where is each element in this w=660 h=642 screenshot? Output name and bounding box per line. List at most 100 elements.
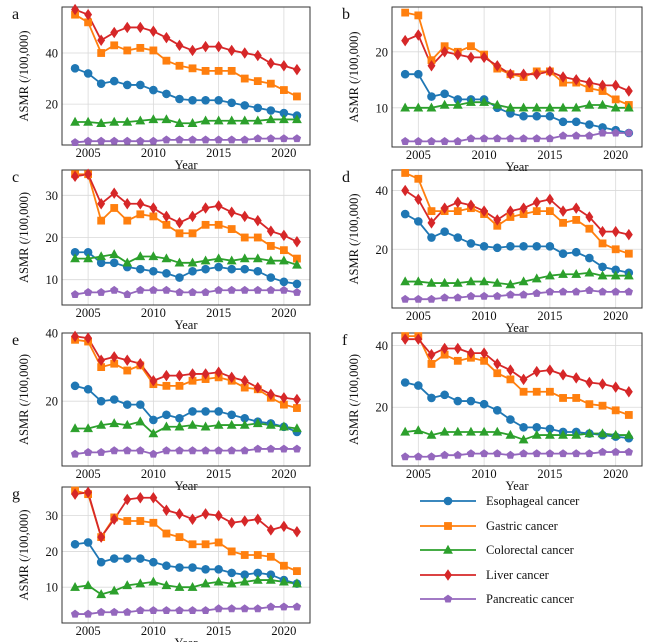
data-point-pancreatic (279, 602, 289, 611)
data-point-esophageal (414, 217, 423, 226)
data-point-esophageal (109, 554, 119, 563)
x-axis-title: Year (505, 160, 529, 174)
data-point-liver (624, 228, 633, 241)
data-point-pancreatic (400, 137, 410, 145)
series-line-colorectal (75, 118, 297, 125)
data-point-pancreatic (214, 135, 223, 144)
data-point-esophageal (427, 233, 436, 242)
data-point-colorectal (413, 276, 424, 286)
data-point-esophageal (492, 406, 502, 415)
data-point-pancreatic (201, 606, 210, 615)
data-point-pancreatic (427, 294, 436, 303)
data-point-liver (201, 40, 210, 53)
data-point-pancreatic (175, 606, 184, 615)
x-tick-label: 2020 (603, 467, 628, 481)
series-line-pancreatic (405, 451, 629, 458)
data-point-pancreatic (519, 290, 528, 299)
data-point-colorectal (597, 99, 608, 109)
x-tick-label: 2015 (537, 467, 562, 481)
y-tick-label: 30 (46, 189, 59, 203)
data-point-gastric (136, 517, 145, 525)
y-axis-title: ASMR (/100,000) (17, 354, 31, 445)
data-point-liver (97, 531, 106, 543)
data-point-liver (466, 347, 475, 359)
data-point-gastric (279, 246, 288, 255)
data-point-liver (253, 214, 262, 227)
series-points-esophageal (70, 381, 302, 437)
data-point-pancreatic (558, 287, 568, 296)
y-tick-label: 40 (46, 327, 59, 341)
data-point-pancreatic (227, 285, 236, 294)
series-points-liver (401, 29, 633, 97)
data-point-esophageal (149, 266, 158, 276)
data-point-liver (453, 196, 462, 209)
data-point-gastric (414, 174, 423, 183)
data-point-esophageal (122, 400, 132, 409)
series-line-liver (404, 189, 630, 236)
data-point-gastric (123, 366, 132, 375)
data-point-gastric (598, 401, 607, 410)
data-point-pancreatic (440, 293, 449, 302)
data-point-pancreatic (70, 609, 80, 618)
data-point-gastric (175, 533, 184, 542)
data-point-colorectal (135, 578, 146, 588)
data-point-colorectal (439, 426, 450, 436)
y-tick-label: 10 (376, 101, 389, 115)
data-point-pancreatic (598, 128, 607, 137)
data-point-gastric (453, 207, 462, 216)
panel-c-grid (62, 170, 310, 305)
data-point-colorectal (83, 423, 94, 433)
x-tick-label: 2005 (76, 467, 101, 481)
data-point-pancreatic (123, 607, 132, 616)
legend-item-pancreatic: Pancreatic cancer (408, 588, 648, 613)
data-point-colorectal (96, 118, 107, 127)
data-point-esophageal (175, 563, 184, 572)
data-point-colorectal (439, 99, 450, 109)
data-point-liver (201, 202, 210, 214)
data-point-pancreatic (266, 444, 276, 453)
data-point-colorectal (610, 270, 621, 280)
data-point-liver (240, 47, 249, 59)
data-point-colorectal (610, 102, 621, 112)
data-point-pancreatic (70, 290, 80, 298)
data-point-colorectal (109, 585, 120, 595)
data-point-colorectal (96, 419, 107, 429)
series-points-esophageal (70, 247, 302, 289)
data-point-colorectal (518, 102, 529, 112)
data-point-esophageal (109, 395, 119, 404)
x-tick-label: 2005 (76, 146, 101, 160)
series-line-liver (74, 173, 298, 243)
data-point-liver (175, 217, 184, 229)
series-points-pancreatic (400, 128, 634, 145)
data-point-liver (519, 202, 528, 214)
data-point-pancreatic (83, 447, 93, 456)
data-point-colorectal (213, 576, 224, 586)
data-point-colorectal (597, 270, 608, 280)
data-point-esophageal (201, 565, 210, 574)
data-point-liver (519, 373, 528, 386)
series-points-gastric (401, 8, 633, 109)
data-point-gastric (532, 387, 541, 396)
series-line-colorectal (75, 420, 298, 435)
data-point-pancreatic (149, 285, 158, 294)
data-point-pancreatic (466, 449, 476, 458)
data-point-colorectal (623, 102, 634, 112)
data-point-gastric (519, 387, 528, 396)
data-point-colorectal (148, 114, 159, 124)
y-tick-label: 10 (46, 273, 59, 287)
data-point-liver (175, 39, 184, 52)
series-points-colorectal (70, 416, 302, 438)
data-point-pancreatic (440, 137, 449, 145)
data-point-liver (84, 8, 93, 21)
data-point-colorectal (518, 434, 529, 444)
data-point-pancreatic (96, 287, 106, 296)
data-point-esophageal (266, 273, 276, 282)
data-point-colorectal (558, 429, 568, 439)
data-point-esophageal (414, 69, 423, 79)
data-point-pancreatic (188, 287, 197, 296)
data-point-colorectal (505, 102, 516, 112)
data-point-pancreatic (440, 450, 449, 459)
data-point-colorectal (109, 418, 120, 428)
